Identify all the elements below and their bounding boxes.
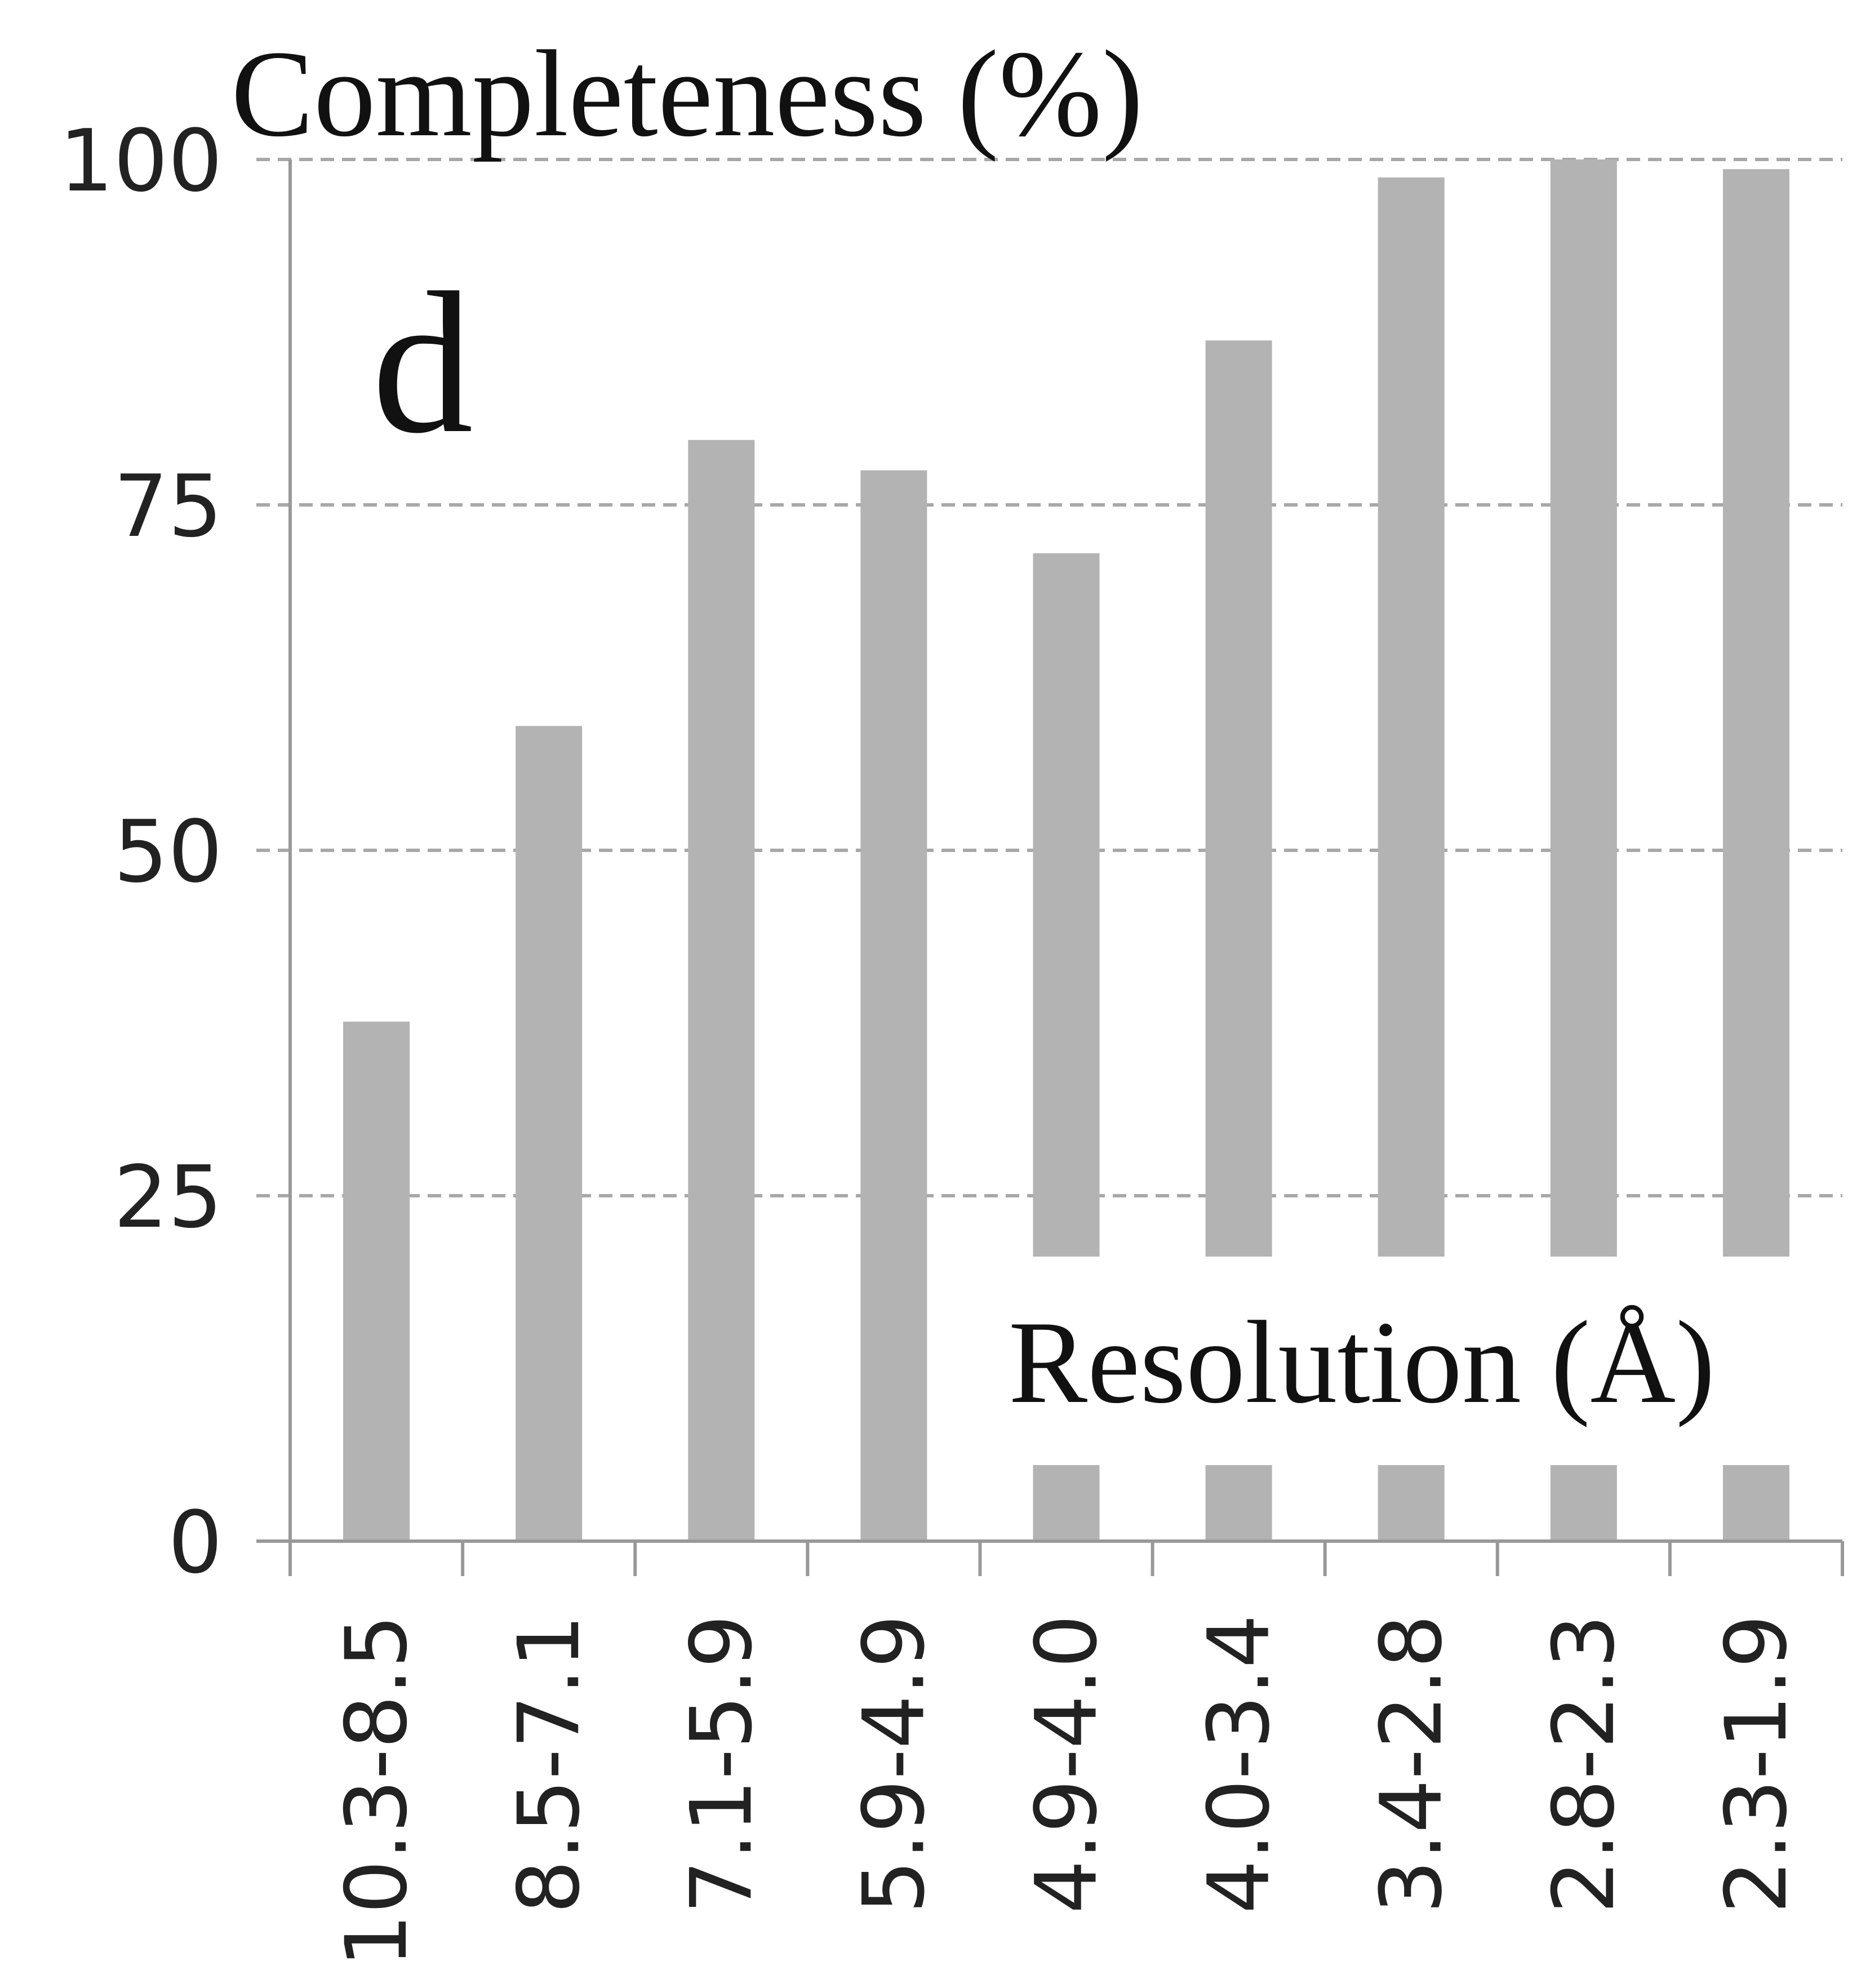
x-axis-label: Resolution (Å) xyxy=(1009,1297,1715,1428)
x-tick-label-2.8-2.3: 2.8-2.3 xyxy=(1535,1614,1633,1914)
panel-label: d xyxy=(372,250,473,475)
bar-8.5-7.1 xyxy=(516,726,583,1541)
y-tick-label-0: 0 xyxy=(168,1493,223,1592)
y-tick-label-50: 50 xyxy=(114,802,223,902)
y-tick-labels: 0 25 50 75 100 xyxy=(59,111,223,1592)
y-tick-label-75: 75 xyxy=(114,456,223,556)
y-tick-label-100: 100 xyxy=(59,111,223,211)
bar-10.3-8.5 xyxy=(343,1022,410,1541)
x-tick-label-10.3-8.5: 10.3-8.5 xyxy=(328,1614,426,1968)
x-tick-label-5.9-4.9: 5.9-4.9 xyxy=(845,1614,943,1914)
y-tick-label-25: 25 xyxy=(114,1147,223,1247)
bar-7.1-5.9 xyxy=(688,440,755,1541)
x-tick-label-7.1-5.9: 7.1-5.9 xyxy=(673,1614,771,1914)
x-tick-label-4.0-3.4: 4.0-3.4 xyxy=(1191,1614,1289,1914)
x-tick-label-8.5-7.1: 8.5-7.1 xyxy=(500,1614,598,1914)
bar-5.9-4.9 xyxy=(860,470,927,1542)
x-tick-labels: 10.3-8.5 8.5-7.1 7.1-5.9 5.9-4.9 4.9-4.0 4.0-… xyxy=(328,1614,1806,1968)
x-tick-label-2.3-1.9: 2.3-1.9 xyxy=(1708,1614,1806,1914)
x-tick-label-4.9-4.0: 4.9-4.0 xyxy=(1018,1614,1116,1914)
x-tick-label-3.4-2.8: 3.4-2.8 xyxy=(1363,1614,1461,1914)
x-axis-label-background xyxy=(992,1257,1809,1465)
axes xyxy=(256,159,1844,1576)
chart-title: Completeness (%) xyxy=(231,25,1143,162)
